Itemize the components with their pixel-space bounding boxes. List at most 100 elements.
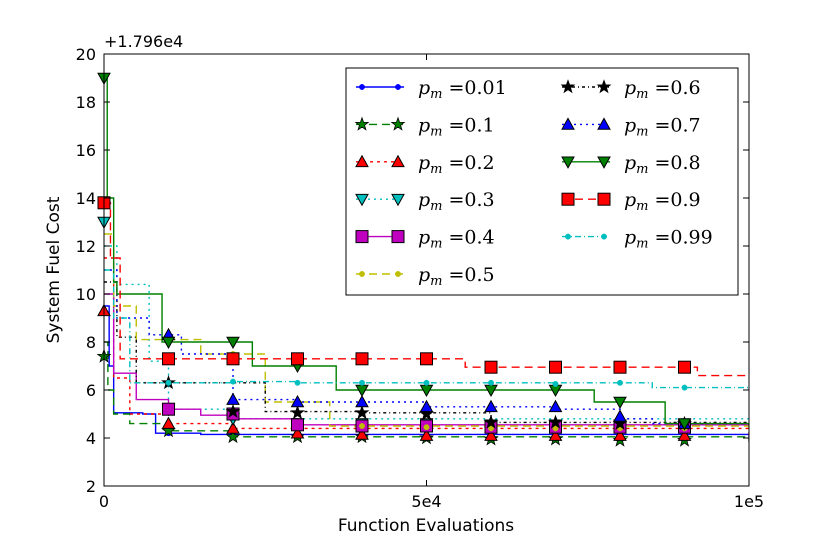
legend-marker [561, 117, 575, 130]
y-tick-label: 12 [76, 237, 96, 256]
marker-layer [96, 72, 692, 447]
x-axis-label: Function Evaluations [338, 516, 514, 536]
series-6-marker [488, 425, 494, 432]
legend-marker [354, 116, 370, 131]
series-11-marker [681, 384, 688, 391]
legend-marker [597, 156, 611, 169]
y-tick-label: 10 [76, 285, 96, 304]
series-9-marker [613, 396, 627, 410]
legend-label-6: pm =0.5 [418, 264, 495, 289]
series-11-marker [359, 379, 365, 386]
legend-label-5: pm =0.4 [418, 227, 495, 252]
legend-marker [390, 116, 406, 131]
series-2-marker [225, 429, 241, 444]
tick-layer: 0 5e4 1e5 2 4 6 8 10 12 14 16 18 20 [76, 45, 764, 511]
series-10-marker [613, 360, 627, 374]
legend-label-4: pm =0.3 [418, 189, 495, 214]
series-3-marker [290, 426, 305, 439]
legend-marker [391, 230, 405, 244]
series-6-marker [423, 424, 430, 431]
series-3-marker [613, 428, 627, 441]
legend-marker [395, 84, 401, 90]
series-10-marker [484, 360, 498, 374]
legend-marker [355, 154, 369, 168]
series-7-marker [548, 414, 563, 429]
series-7-marker [290, 405, 305, 420]
y-tick-label: 16 [76, 141, 96, 160]
y-tick-label: 14 [76, 189, 96, 208]
legend-marker [597, 117, 611, 130]
series-10-marker [162, 352, 175, 366]
series-line-11 [104, 269, 749, 389]
legend-marker [395, 271, 401, 277]
series-3-marker [226, 421, 240, 434]
series-6-marker [359, 423, 365, 429]
series-7-marker [354, 405, 370, 420]
x-tick-label: 1e5 [734, 492, 764, 511]
series-11-marker [617, 379, 623, 386]
legend-marker [359, 271, 365, 277]
legend-marker [560, 79, 576, 94]
series-3-marker [677, 428, 692, 441]
legend-marker [391, 154, 405, 168]
series-line-6 [104, 233, 749, 429]
legend-marker [355, 193, 369, 207]
legend-marker [565, 233, 571, 240]
legend-label-10: pm =0.9 [624, 189, 701, 214]
series-10-marker [291, 352, 304, 366]
series-10-marker [355, 352, 369, 366]
series-9-marker [677, 418, 692, 431]
series-8-marker [419, 399, 434, 413]
legend-label-11: pm =0.99 [624, 227, 713, 252]
series-10-marker [678, 360, 691, 374]
y-tick-label: 18 [76, 93, 96, 112]
series-11-marker [294, 379, 301, 386]
series-8-marker [548, 399, 563, 413]
y-offset-label: +1.796e4 [104, 32, 183, 51]
legend-marker [597, 192, 611, 206]
series-7-marker [483, 414, 499, 429]
series-11-marker [488, 379, 494, 386]
series-line-1 [104, 305, 749, 440]
series-7-marker [225, 403, 241, 418]
legend-marker [355, 230, 369, 244]
legend-label-9: pm =0.8 [624, 152, 701, 177]
legend-box [345, 67, 739, 296]
legend-label-2: pm =0.1 [418, 114, 495, 139]
series-8-marker [226, 392, 240, 405]
series-8-marker [484, 399, 498, 413]
series-3-marker [419, 428, 434, 441]
series-10-marker [226, 352, 240, 366]
series-5-marker [291, 418, 304, 432]
series-11-marker [552, 381, 559, 387]
legend-label-7: pm =0.6 [624, 77, 701, 102]
legend-marker [601, 233, 607, 240]
series-8-marker [613, 409, 627, 422]
series-line-9 [104, 77, 749, 425]
series-8-marker [355, 394, 369, 408]
series-5-marker [162, 402, 175, 416]
series-8-marker [290, 394, 305, 408]
legend-marker [561, 156, 575, 169]
series-11-marker [230, 378, 236, 385]
legend-marker [596, 79, 612, 94]
legend-label-1: pm =0.01 [418, 77, 507, 102]
x-tick-label: 5e4 [411, 492, 441, 511]
series-10-marker [420, 352, 433, 366]
series-line-3 [104, 257, 749, 436]
legend-label-8: pm =0.7 [624, 114, 701, 139]
series-6-marker [552, 425, 559, 432]
y-tick-label: 2 [86, 477, 96, 496]
series-3-marker [548, 428, 563, 441]
y-tick-label: 20 [76, 45, 96, 64]
series-line-10 [104, 202, 749, 377]
y-tick-label: 4 [86, 429, 96, 448]
legend-marker [391, 193, 405, 207]
y-tick-label: 8 [86, 333, 96, 352]
x-tick-label: 0 [99, 492, 109, 511]
series-10-marker [549, 360, 562, 374]
legend-label-3: pm =0.2 [418, 152, 495, 177]
series-11-marker [423, 379, 430, 386]
series-3-marker [161, 416, 176, 429]
